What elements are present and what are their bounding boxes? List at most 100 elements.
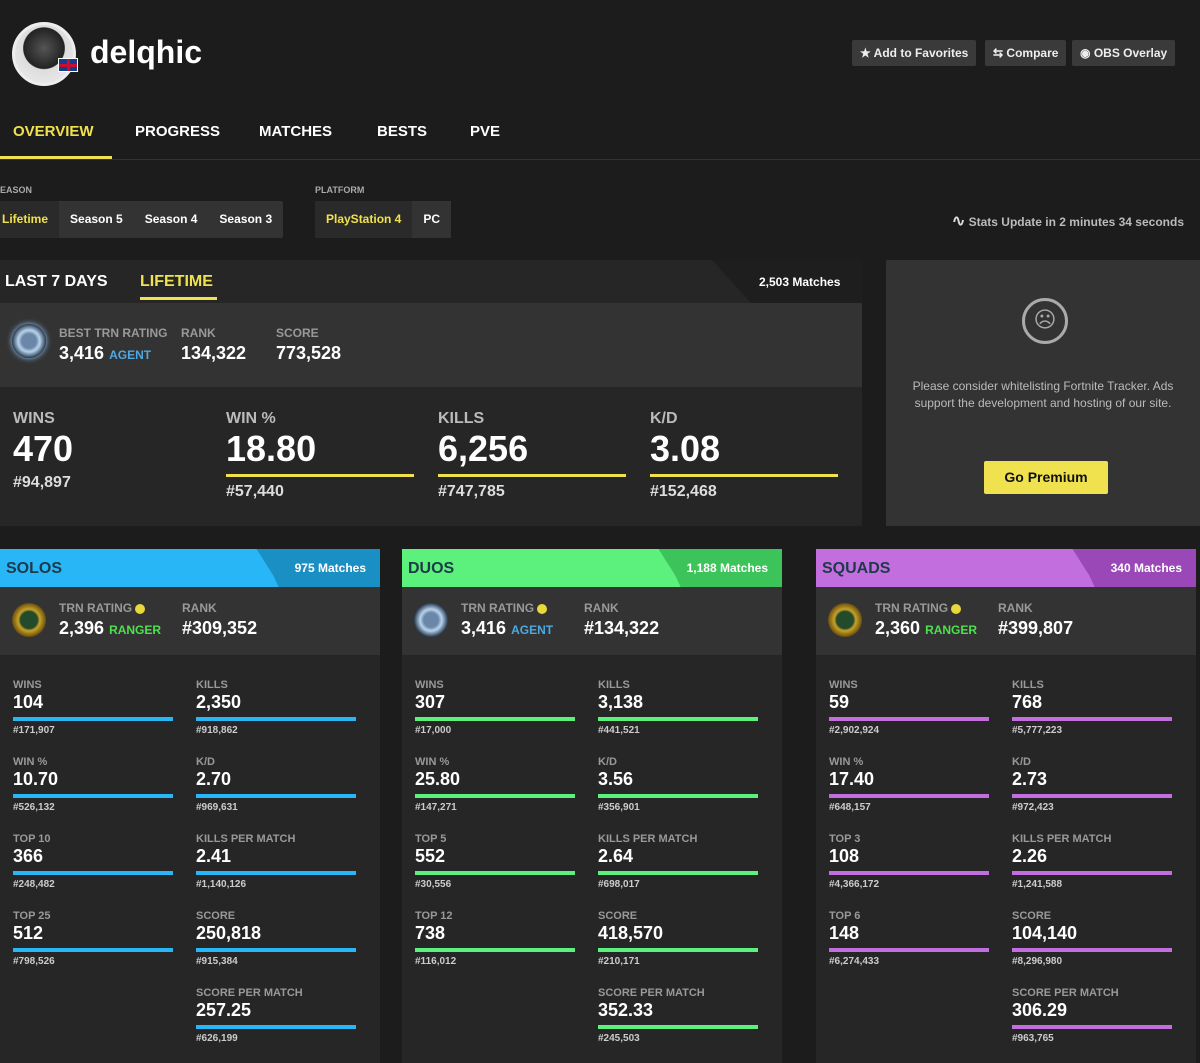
button-label: Compare (1006, 46, 1059, 60)
compare-button[interactable]: ⇆ Compare (985, 40, 1067, 66)
platform-pc[interactable]: PC (412, 201, 452, 238)
agent-medal-icon (12, 324, 46, 358)
stat-label: TOP 10 (13, 833, 51, 845)
rating-value: 3,416 (59, 343, 105, 363)
stat-bar (829, 871, 989, 875)
active-tab-indicator (0, 156, 112, 159)
main-nav: OVERVIEW PROGRESS MATCHES BESTS PVE (0, 105, 1200, 160)
stat-rank: #1,140,126 (196, 879, 247, 890)
stat-bar (415, 717, 575, 721)
stat-value: 25.80 (415, 769, 461, 789)
stat-value: 2.26 (1012, 846, 1048, 866)
stat-label: WINS (829, 679, 858, 691)
help-icon[interactable] (951, 603, 962, 614)
stat-rank: #918,862 (196, 725, 238, 736)
stat-rank: #356,901 (598, 802, 640, 813)
stat-rank: #526,132 (13, 802, 55, 813)
mode-header: DUOS 1,188 Matches (402, 549, 782, 587)
stat-rank: #2,902,924 (829, 725, 880, 736)
tab-bests[interactable]: BESTS (377, 123, 428, 140)
rating: 2,396 RANGER (59, 618, 161, 639)
help-icon[interactable] (537, 603, 548, 614)
mode-card-duos: DUOS 1,188 Matches TRN RATING 3,416 AGENT… (402, 549, 782, 1063)
stat-bar (1012, 1025, 1172, 1029)
stat-value: 257.25 (196, 1000, 252, 1020)
stat-rank: #747,785 (438, 483, 505, 500)
stat-label: KILLS (1012, 679, 1044, 691)
obs-overlay-button[interactable]: ◉ OBS Overlay (1072, 40, 1176, 66)
season-4[interactable]: Season 4 (144, 212, 198, 226)
ad-message: Please consider whitelisting Fortnite Tr… (912, 379, 1174, 410)
rating-label-text: TRN RATING (461, 601, 535, 615)
stat-score: SCORE 250,818 #915,384 (196, 910, 356, 967)
star-icon: ★ (860, 46, 871, 60)
stat-rank: #8,296,980 (1012, 956, 1063, 967)
stat-label: SCORE (598, 910, 638, 922)
tab-overview[interactable]: OVERVIEW (13, 123, 94, 140)
stat-value: 470 (13, 428, 74, 469)
stat-k-d: K/D 2.70 #969,631 (196, 756, 356, 813)
stat-top-25: TOP 25 512 #798,526 (13, 910, 173, 967)
pulse-icon: ∿ (951, 213, 966, 230)
stat-value: 17.40 (829, 769, 875, 789)
rating-label: TRN RATING (461, 601, 548, 615)
stat-score: SCORE 104,140 #8,296,980 (1012, 910, 1172, 967)
stat-bar (196, 948, 356, 952)
season-lifetime[interactable]: Lifetime (0, 201, 60, 238)
stat-rank: #698,017 (598, 879, 640, 890)
stat-rank: #915,384 (196, 956, 238, 967)
go-premium-button[interactable]: Go Premium (984, 461, 1108, 494)
add-to-favorites-button[interactable]: ★ Add to Favorites (852, 40, 977, 66)
tab-matches[interactable]: MATCHES (259, 123, 333, 140)
stat-rank: #17,000 (415, 725, 452, 736)
overview-stat-wins: WINS 470 #94,897 (13, 410, 201, 492)
stat-rank: #116,012 (415, 956, 457, 967)
stat-label: SCORE (1012, 910, 1052, 922)
stat-bar (415, 871, 575, 875)
stat-value: 104 (13, 692, 44, 712)
stat-value: 352.33 (598, 1000, 654, 1020)
season-3[interactable]: Season 3 (219, 212, 273, 226)
tab-pve[interactable]: PVE (470, 123, 501, 140)
tab-lifetime[interactable]: LIFETIME (140, 273, 213, 290)
stat-rank: #969,631 (196, 802, 238, 813)
stat-label: SCORE (196, 910, 236, 922)
stat-value: 2,350 (196, 692, 242, 712)
stat-rank: #248,482 (13, 879, 55, 890)
stat-value: 2.70 (196, 769, 232, 789)
stat-top-10: TOP 10 366 #248,482 (13, 833, 173, 890)
mode-card-solos: SOLOS 975 Matches TRN RATING 2,396 RANGER… (0, 549, 380, 1063)
platform-ps4[interactable]: PlayStation 4 (315, 201, 413, 238)
stat-label: TOP 12 (415, 910, 453, 922)
rating-tier: AGENT (109, 348, 152, 362)
uk-flag-icon (58, 58, 78, 72)
best-rating-label: BEST TRN RATING (59, 326, 168, 340)
stat-label: WIN % (829, 756, 864, 768)
stat-value: 2.41 (196, 846, 232, 866)
stats-update-status: ∿ Stats Update in 2 minutes 34 seconds (952, 211, 1184, 231)
mode-header: SOLOS 975 Matches (0, 549, 380, 587)
stat-label: KILLS (598, 679, 630, 691)
stat-label: SCORE PER MATCH (1012, 987, 1119, 999)
ad-panel: ☹ Please consider whitelisting Fortnite … (886, 260, 1200, 526)
season-5[interactable]: Season 5 (70, 212, 123, 226)
platform-selector: PlayStation 4 PC (315, 201, 452, 238)
score-label: SCORE (276, 326, 319, 340)
rating-value: 2,396 (59, 618, 105, 638)
mode-title: SOLOS (6, 560, 63, 577)
tab-last-7-days[interactable]: LAST 7 DAYS (5, 273, 108, 290)
stat-label: SCORE PER MATCH (598, 987, 705, 999)
stat-bar (196, 717, 356, 721)
stat-bar (1012, 794, 1172, 798)
rank-label: RANK (584, 601, 619, 615)
stat-value: 3.56 (598, 769, 634, 789)
stat-kills: KILLS 2,350 #918,862 (196, 679, 356, 736)
score-value: 773,528 (276, 343, 342, 363)
help-icon[interactable] (135, 603, 146, 614)
tab-progress[interactable]: PROGRESS (135, 123, 221, 140)
button-label: Add to Favorites (873, 46, 969, 60)
overview-stat-win-: WIN % 18.80 #57,440 (226, 410, 414, 501)
rating-label: TRN RATING (59, 601, 146, 615)
mode-title: SQUADS (822, 560, 891, 577)
stat-score: SCORE 418,570 #210,171 (598, 910, 758, 967)
